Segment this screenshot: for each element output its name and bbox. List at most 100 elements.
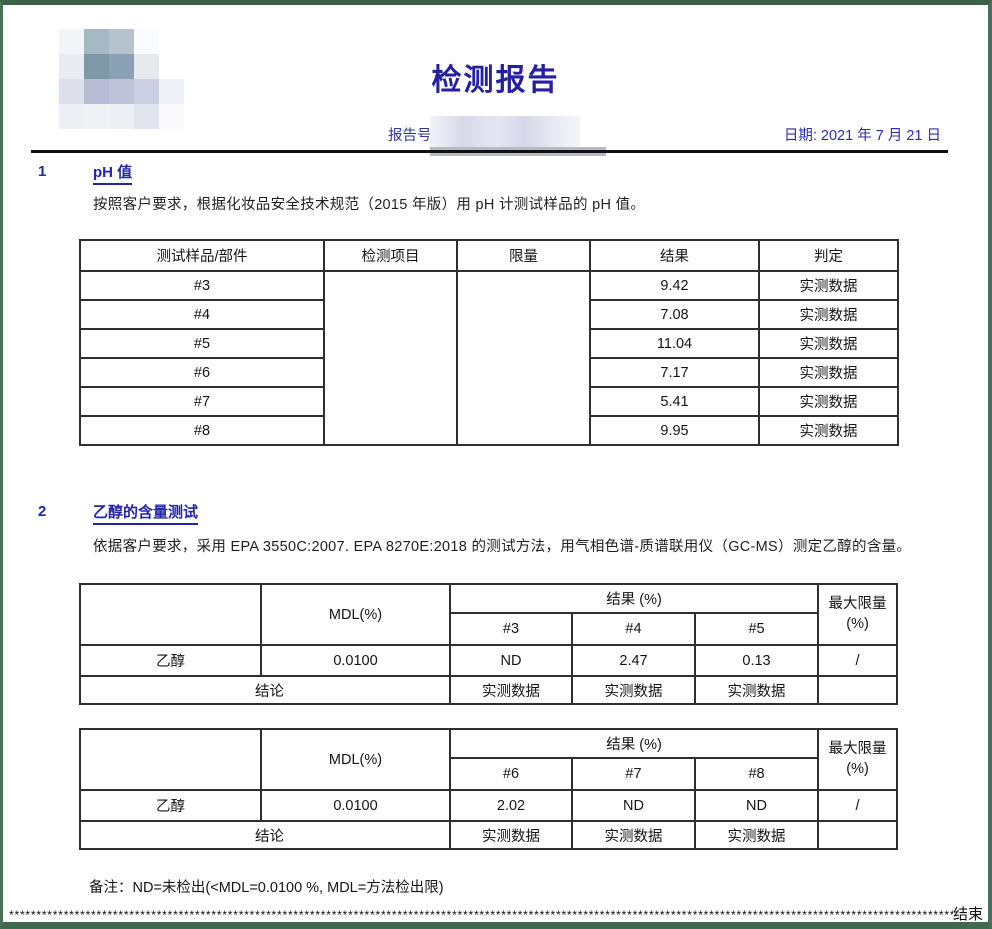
table-header-row: 测试样品/部件 检测项目 限量 结果 判定 [79, 239, 899, 272]
result-cell: 11.04 [589, 328, 760, 359]
result-group-header: 结果 (%) [448, 583, 820, 614]
table-row: #5 11.04 实测数据 [79, 328, 899, 359]
section2-heading: 乙醇的含量测试 [93, 501, 199, 525]
result-cell: 7.17 [589, 357, 760, 388]
report-number-label: 报告号 [388, 128, 432, 144]
result-cell: 0.13 [693, 644, 820, 677]
max-limit-line1: 最大限量 [828, 595, 887, 612]
limit-cell-empty [456, 270, 591, 446]
end-label: 结束 [952, 906, 983, 923]
table-row: #7 5.41 实测数据 [79, 386, 899, 417]
sample-cell: #5 [79, 328, 325, 359]
conclusion-cell: 实测数据 [693, 675, 820, 705]
analyte-header-empty [79, 583, 262, 646]
asterisk-separator: ****************************************… [9, 908, 953, 922]
max-limit-line2: (%) [846, 615, 869, 632]
section1-number: 1 [38, 163, 47, 180]
ethanol-table-1: MDL(%) 结果 (%) 最大限量 (%) #3 #4 #5 乙醇 0.010… [79, 583, 899, 705]
header-divider [31, 150, 948, 153]
max-limit-header: 最大限量 (%) [817, 728, 899, 791]
sample-cell: #6 [79, 357, 325, 388]
judgement-cell: 实测数据 [758, 328, 899, 359]
date-label: 日期: [783, 128, 817, 144]
result-cell: 2.02 [449, 789, 573, 822]
judgement-cell: 实测数据 [758, 270, 899, 301]
mdl-header: MDL(%) [260, 728, 451, 791]
analyte-cell: 乙醇 [79, 789, 262, 822]
date-value: 2021 年 7 月 21 日 [820, 128, 941, 144]
mdl-cell: 0.0100 [260, 644, 451, 677]
section1-description: 按照客户要求，根据化妆品安全技术规范（2015 年版）用 pH 计测试样品的 p… [93, 197, 646, 213]
conclusion-empty-cell [817, 675, 899, 705]
sample-header: #6 [449, 757, 573, 791]
conclusion-cell: 实测数据 [449, 675, 573, 705]
section1-heading: pH 值 [93, 161, 133, 185]
conclusion-cell: 实测数据 [693, 820, 820, 850]
result-cell: 9.95 [589, 415, 760, 446]
col-header-sample: 测试样品/部件 [79, 239, 325, 272]
report-number-redaction [430, 116, 580, 149]
result-cell: 2.47 [571, 644, 696, 677]
analyte-header-empty [79, 728, 262, 791]
analyte-cell: 乙醇 [79, 644, 262, 677]
judgement-cell: 实测数据 [758, 386, 899, 417]
result-cell: ND [571, 789, 696, 822]
col-header-result: 结果 [589, 239, 760, 272]
result-cell: ND [693, 789, 820, 822]
sample-cell: #7 [79, 386, 325, 417]
judgement-cell: 实测数据 [758, 299, 899, 330]
conclusion-label: 结论 [79, 675, 451, 705]
conclusion-cell: 实测数据 [571, 820, 696, 850]
test-item-cell-empty [323, 270, 458, 446]
max-limit-line1: 最大限量 [828, 740, 887, 757]
table-row: #8 9.95 实测数据 [79, 415, 899, 446]
sample-cell: #8 [79, 415, 325, 446]
max-limit-cell: / [817, 789, 899, 822]
table-row: 乙醇 0.0100 2.02 ND ND / [79, 789, 899, 822]
conclusion-row: 结论 实测数据 实测数据 实测数据 [79, 820, 899, 850]
report-date: 日期: 2021 年 7 月 21 日 [784, 124, 941, 145]
judgement-cell: 实测数据 [758, 415, 899, 446]
ethanol-table-2: MDL(%) 结果 (%) 最大限量 (%) #6 #7 #8 乙醇 0.010… [79, 728, 899, 850]
result-cell: 9.42 [589, 270, 760, 301]
result-cell: 5.41 [589, 386, 760, 417]
section2-description: 依据客户要求，采用 EPA 3550C:2007. EPA 8270E:2018… [93, 539, 912, 555]
result-cell: 7.08 [589, 299, 760, 330]
sample-header: #8 [693, 757, 820, 791]
sample-header: #5 [693, 612, 820, 646]
max-limit-header: 最大限量 (%) [817, 583, 899, 646]
table-subheader-row: #6 #7 #8 [80, 757, 897, 791]
max-limit-cell: / [817, 644, 899, 677]
sample-header: #4 [571, 612, 696, 646]
conclusion-cell: 实测数据 [571, 675, 696, 705]
section2-number: 2 [38, 503, 47, 520]
judgement-cell: 实测数据 [758, 357, 899, 388]
col-header-limit: 限量 [456, 239, 591, 272]
sample-cell: #3 [79, 270, 325, 301]
report-end-line: ****************************************… [9, 906, 983, 923]
conclusion-empty-cell [817, 820, 899, 850]
col-header-test-item: 检测项目 [323, 239, 458, 272]
table-row: #4 7.08 实测数据 [79, 299, 899, 330]
remark-note: 备注：ND=未检出(<MDL=0.0100 %, MDL=方法检出限) [89, 880, 444, 896]
conclusion-row: 结论 实测数据 实测数据 实测数据 [79, 675, 899, 705]
table-header-row: MDL(%) 结果 (%) 最大限量 (%) [79, 728, 899, 791]
table-row: #3 9.42 实测数据 [79, 270, 899, 446]
table-subheader-row: #3 #4 #5 [80, 612, 897, 646]
table-row: #6 7.17 实测数据 [79, 357, 899, 388]
conclusion-cell: 实测数据 [449, 820, 573, 850]
ph-results-table: 测试样品/部件 检测项目 限量 结果 判定 #3 9.42 实测数据 #4 7.… [79, 239, 899, 446]
mdl-header: MDL(%) [260, 583, 451, 646]
company-logo-blurred [59, 29, 184, 129]
report-title: 检测报告 [431, 64, 560, 97]
table-header-row: MDL(%) 结果 (%) 最大限量 (%) [79, 583, 899, 646]
result-group-header: 结果 (%) [448, 728, 820, 759]
table-row: 乙醇 0.0100 ND 2.47 0.13 / [79, 644, 899, 677]
result-cell: ND [449, 644, 573, 677]
col-header-judgement: 判定 [758, 239, 899, 272]
max-limit-line2: (%) [846, 760, 869, 777]
mdl-cell: 0.0100 [260, 789, 451, 822]
sample-header: #7 [571, 757, 696, 791]
conclusion-label: 结论 [79, 820, 451, 850]
